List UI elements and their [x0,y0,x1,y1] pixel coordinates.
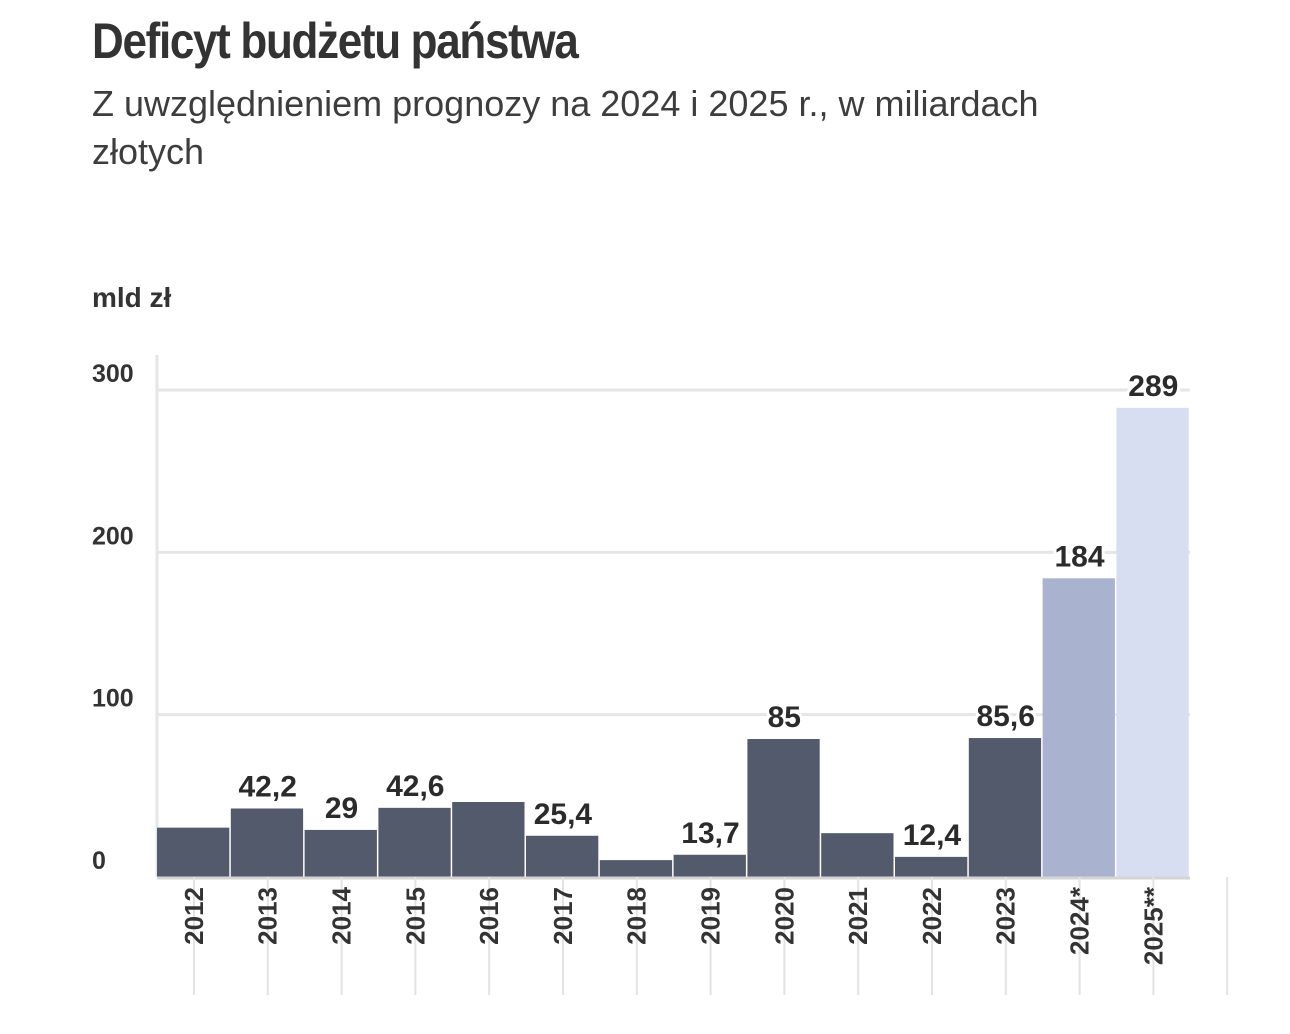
y-axis-unit-label: mld zł [92,282,172,313]
x-tick-label: 2020 [769,887,799,945]
x-tick-label: 2022 [917,887,947,945]
x-tick-label: 2013 [253,887,283,945]
y-tick-label: 100 [92,685,134,713]
bar [452,802,525,877]
gridlines [155,355,1190,877]
x-tick-label: 2025** [1138,886,1168,965]
data-label: 13,7 [681,817,739,850]
bar [1042,578,1115,877]
bar [821,833,894,877]
data-label: 25,4 [534,798,593,831]
bar [526,835,599,877]
bar [378,807,451,877]
chart-title: Deficyt budżetu państwa [92,13,579,69]
x-tick-label: 2021 [843,887,873,945]
x-tick-label: 2019 [696,887,726,945]
x-tick-label: 2023 [991,887,1021,945]
x-tick-label: 2017 [548,887,578,945]
x-tick-label: 2015 [400,887,430,945]
x-tick-label: 2012 [179,887,209,945]
bar [599,860,673,877]
x-tick-label: 2014 [327,886,357,944]
data-label: 42,6 [386,770,444,803]
data-label: 85 [768,701,801,734]
bar [968,738,1042,877]
bar [747,739,820,877]
data-label: 12,4 [903,819,962,852]
data-labels: 42,2 29 42,6 25,4 13,7 85 12,4 85,6 184 289 [236,367,1182,855]
bar [673,854,746,877]
x-tick-label: 2024* [1065,886,1095,955]
y-tick-label: 200 [92,522,134,550]
data-label: 29 [325,792,358,825]
data-label: 184 [1054,540,1104,573]
bar [304,829,377,877]
y-tick-label: 300 [92,360,134,388]
data-label: 289 [1128,370,1178,403]
x-tick-label: 2016 [474,887,504,945]
y-tick-label: 0 [92,847,106,875]
bar [230,808,304,877]
bar [1116,407,1189,877]
axes: 0 100 200 300 2012 2013 2014 2015 2016 2017 2018 20… [92,360,1229,995]
x-tick-label: 2018 [622,887,652,945]
chart-subtitle: Z uwzględnieniem prognozy na 2024 i 2025… [92,83,1039,172]
data-label: 85,6 [977,700,1035,733]
bar [157,827,230,877]
data-label: 42,2 [239,770,297,803]
bar [895,856,968,877]
bars [157,407,1189,877]
